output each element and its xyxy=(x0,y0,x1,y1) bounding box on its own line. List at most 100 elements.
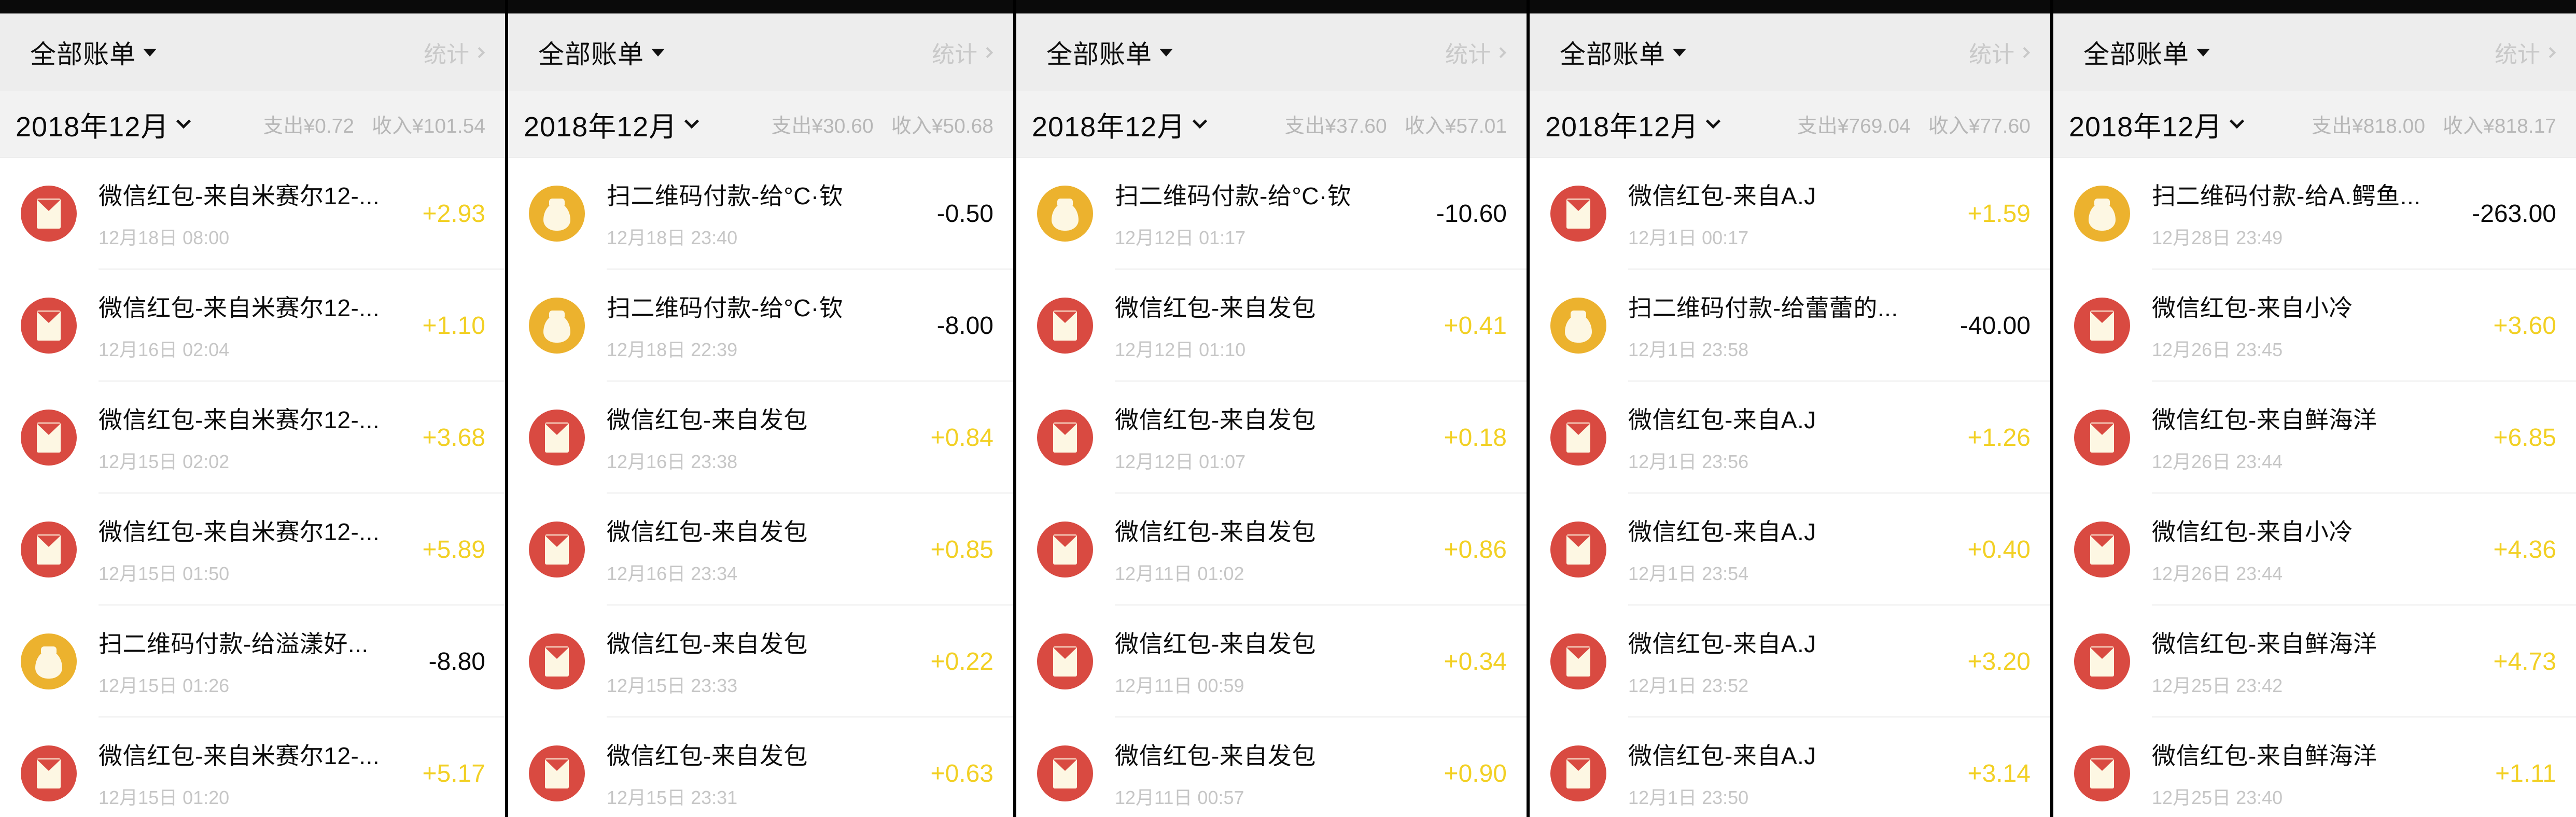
income-total: 收入¥57.01 xyxy=(1404,115,1507,137)
transaction-date: 12月15日 01:50 xyxy=(99,563,230,584)
transaction-text: 扫二维码付款-给A.鳄鱼... 12月28日 23:49 xyxy=(2152,177,2459,250)
month-summary-bar: 2018年12月 支出¥0.72 收入¥101.54 xyxy=(0,91,505,158)
redpack-icon xyxy=(529,745,585,801)
transaction-title: 扫二维码付款-给溢漾好... xyxy=(99,630,369,657)
transaction-date: 12月15日 01:20 xyxy=(99,787,230,808)
navigation-bar: 全部账单 统计 xyxy=(2053,13,2576,91)
statistics-link[interactable]: 统计 xyxy=(2495,36,2556,69)
transaction-amount: +1.10 xyxy=(422,312,485,340)
transaction-row[interactable]: 微信红包-来自A.J 12月1日 23:54 +0.40 xyxy=(1530,494,2050,605)
redpack-icon xyxy=(1037,745,1093,801)
redpack-icon xyxy=(1550,186,1606,242)
moneybag-icon xyxy=(1037,186,1093,242)
transaction-amount: +4.36 xyxy=(2493,536,2556,564)
redpack-icon xyxy=(1550,745,1606,801)
redpack-icon xyxy=(529,633,585,689)
redpack-icon xyxy=(1037,410,1093,466)
redpack-icon xyxy=(2074,410,2130,466)
transaction-row[interactable]: 微信红包-来自米赛尔12-... 12月15日 02:02 +3.68 xyxy=(0,382,505,494)
transaction-row[interactable]: 微信红包-来自发包 12月11日 00:57 +0.90 xyxy=(1016,717,1527,817)
month-selector[interactable]: 2018年12月 xyxy=(1545,104,1721,145)
transaction-date: 12月25日 23:40 xyxy=(2152,787,2283,808)
transaction-date: 12月26日 23:45 xyxy=(2152,339,2283,360)
transaction-title: 微信红包-来自发包 xyxy=(1115,630,1316,657)
transaction-row[interactable]: 微信红包-来自发包 12月12日 01:10 +0.41 xyxy=(1016,270,1527,382)
transaction-title: 微信红包-来自鲜海洋 xyxy=(2152,630,2377,657)
bill-filter-dropdown[interactable]: 全部账单 xyxy=(1046,34,1173,71)
transaction-row[interactable]: 扫二维码付款-给A.鳄鱼... 12月28日 23:49 -263.00 xyxy=(2053,158,2576,270)
transaction-row[interactable]: 微信红包-来自发包 12月15日 23:31 +0.63 xyxy=(508,717,1013,817)
chevron-down-icon xyxy=(1706,114,1721,129)
transaction-row[interactable]: 微信红包-来自A.J 12月1日 23:50 +3.14 xyxy=(1530,717,2050,817)
month-selector[interactable]: 2018年12月 xyxy=(16,104,191,145)
transaction-row[interactable]: 微信红包-来自发包 12月11日 01:02 +0.86 xyxy=(1016,494,1527,605)
bill-filter-dropdown[interactable]: 全部账单 xyxy=(1560,34,1686,71)
status-bar xyxy=(2053,0,2576,13)
transaction-date: 12月16日 02:04 xyxy=(99,339,230,360)
transaction-row[interactable]: 扫二维码付款-给°C·钦 12月18日 23:40 -0.50 xyxy=(508,158,1013,270)
transaction-amount: +0.86 xyxy=(1444,536,1507,564)
transaction-row[interactable]: 微信红包-来自A.J 12月1日 23:52 +3.20 xyxy=(1530,605,2050,717)
transaction-row[interactable]: 微信红包-来自A.J 12月1日 00:17 +1.59 xyxy=(1530,158,2050,270)
transaction-amount: +0.85 xyxy=(930,536,993,564)
transaction-row[interactable]: 微信红包-来自发包 12月16日 23:38 +0.84 xyxy=(508,382,1013,494)
transaction-text: 微信红包-来自发包 12月12日 01:10 xyxy=(1115,289,1432,362)
transaction-date: 12月1日 23:52 xyxy=(1628,675,1749,696)
transaction-row[interactable]: 微信红包-来自发包 12月16日 23:34 +0.85 xyxy=(508,494,1013,605)
transaction-amount: +5.17 xyxy=(422,759,485,787)
transaction-amount: +1.26 xyxy=(1967,424,2031,452)
transaction-amount: +0.63 xyxy=(930,759,993,787)
statistics-link[interactable]: 统计 xyxy=(1445,36,1507,69)
statistics-link[interactable]: 统计 xyxy=(932,36,993,69)
transaction-date: 12月25日 23:42 xyxy=(2152,675,2283,696)
transaction-row[interactable]: 扫二维码付款-给°C·钦 12月18日 22:39 -8.00 xyxy=(508,270,1013,382)
month-label: 2018年12月 xyxy=(2069,111,2223,143)
transaction-amount: +6.85 xyxy=(2493,424,2556,452)
statistics-link[interactable]: 统计 xyxy=(1969,36,2031,69)
transaction-row[interactable]: 微信红包-来自鲜海洋 12月25日 23:42 +4.73 xyxy=(2053,605,2576,717)
income-total: 收入¥101.54 xyxy=(372,115,485,137)
transaction-text: 微信红包-来自米赛尔12-... 12月15日 02:02 xyxy=(99,401,410,474)
transaction-row[interactable]: 微信红包-来自米赛尔12-... 12月16日 02:04 +1.10 xyxy=(0,270,505,382)
transaction-row[interactable]: 微信红包-来自小冷 12月26日 23:44 +4.36 xyxy=(2053,494,2576,605)
transaction-text: 微信红包-来自发包 12月16日 23:34 xyxy=(607,513,918,586)
transaction-title: 扫二维码付款-给°C·钦 xyxy=(607,294,844,321)
transaction-amount: +3.20 xyxy=(1967,647,2031,675)
redpack-icon xyxy=(1550,522,1606,577)
month-selector[interactable]: 2018年12月 xyxy=(524,104,699,145)
transaction-row[interactable]: 微信红包-来自鲜海洋 12月25日 23:40 +1.11 xyxy=(2053,717,2576,817)
transaction-title: 微信红包-来自发包 xyxy=(607,406,808,433)
transaction-title: 扫二维码付款-给A.鳄鱼... xyxy=(2152,182,2421,209)
transaction-row[interactable]: 微信红包-来自小冷 12月26日 23:45 +3.60 xyxy=(2053,270,2576,382)
transaction-amount: +3.14 xyxy=(1967,759,2031,787)
transaction-row[interactable]: 微信红包-来自鲜海洋 12月26日 23:44 +6.85 xyxy=(2053,382,2576,494)
transaction-row[interactable]: 微信红包-来自米赛尔12-... 12月18日 08:00 +2.93 xyxy=(0,158,505,270)
redpack-icon xyxy=(21,745,77,801)
transaction-text: 微信红包-来自小冷 12月26日 23:44 xyxy=(2152,513,2481,586)
bill-filter-dropdown[interactable]: 全部账单 xyxy=(538,34,665,71)
transaction-title: 微信红包-来自米赛尔12-... xyxy=(99,742,380,769)
month-selector[interactable]: 2018年12月 xyxy=(2069,104,2245,145)
transaction-text: 扫二维码付款-给溢漾好... 12月15日 01:26 xyxy=(99,625,416,698)
bill-filter-dropdown[interactable]: 全部账单 xyxy=(30,34,157,71)
moneybag-icon xyxy=(1550,298,1606,354)
bill-filter-dropdown[interactable]: 全部账单 xyxy=(2083,34,2210,71)
transaction-row[interactable]: 微信红包-来自米赛尔12-... 12月15日 01:50 +5.89 xyxy=(0,494,505,605)
income-total: 收入¥77.60 xyxy=(1928,115,2031,137)
transaction-row[interactable]: 扫二维码付款-给蕾蕾的... 12月1日 23:58 -40.00 xyxy=(1530,270,2050,382)
transaction-row[interactable]: 微信红包-来自发包 12月15日 23:33 +0.22 xyxy=(508,605,1013,717)
month-summary-bar: 2018年12月 支出¥30.60 收入¥50.68 xyxy=(508,91,1013,158)
transaction-text: 微信红包-来自发包 12月11日 01:02 xyxy=(1115,513,1432,586)
transaction-row[interactable]: 微信红包-来自米赛尔12-... 12月15日 01:20 +5.17 xyxy=(0,717,505,817)
transaction-row[interactable]: 微信红包-来自A.J 12月1日 23:56 +1.26 xyxy=(1530,382,2050,494)
transaction-row[interactable]: 微信红包-来自发包 12月11日 00:59 +0.34 xyxy=(1016,605,1527,717)
statistics-link[interactable]: 统计 xyxy=(424,36,485,69)
transaction-row[interactable]: 扫二维码付款-给°C·钦 12月12日 01:17 -10.60 xyxy=(1016,158,1527,270)
bill-screen-2: 全部账单 统计 2018年12月 支出¥30.60 收入¥50.68 扫二维码付款-给°C… xyxy=(508,0,1016,817)
transaction-row[interactable]: 扫二维码付款-给溢漾好... 12月15日 01:26 -8.80 xyxy=(0,605,505,717)
transaction-row[interactable]: 微信红包-来自发包 12月12日 01:07 +0.18 xyxy=(1016,382,1527,494)
transaction-text: 扫二维码付款-给°C·钦 12月12日 01:17 xyxy=(1115,177,1424,250)
navigation-bar: 全部账单 统计 xyxy=(1016,13,1527,91)
transaction-date: 12月26日 23:44 xyxy=(2152,563,2283,584)
month-selector[interactable]: 2018年12月 xyxy=(1032,104,1208,145)
